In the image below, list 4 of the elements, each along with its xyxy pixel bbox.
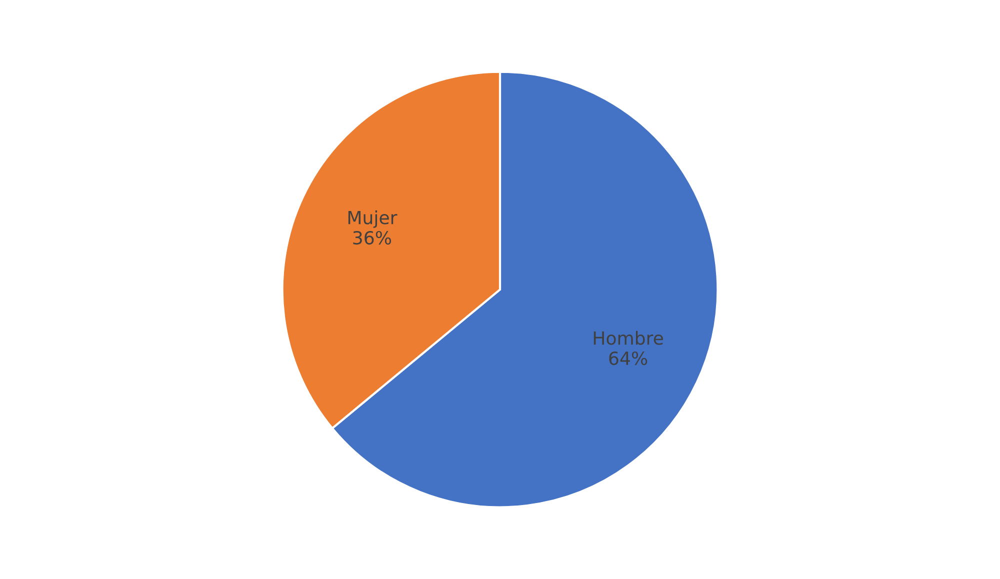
- data-label: 36%: [353, 230, 392, 245]
- slice-label: Mujer: [348, 210, 398, 228]
- data-label: 64%: [609, 351, 648, 366]
- slice-label: Hombre: [594, 330, 663, 345]
